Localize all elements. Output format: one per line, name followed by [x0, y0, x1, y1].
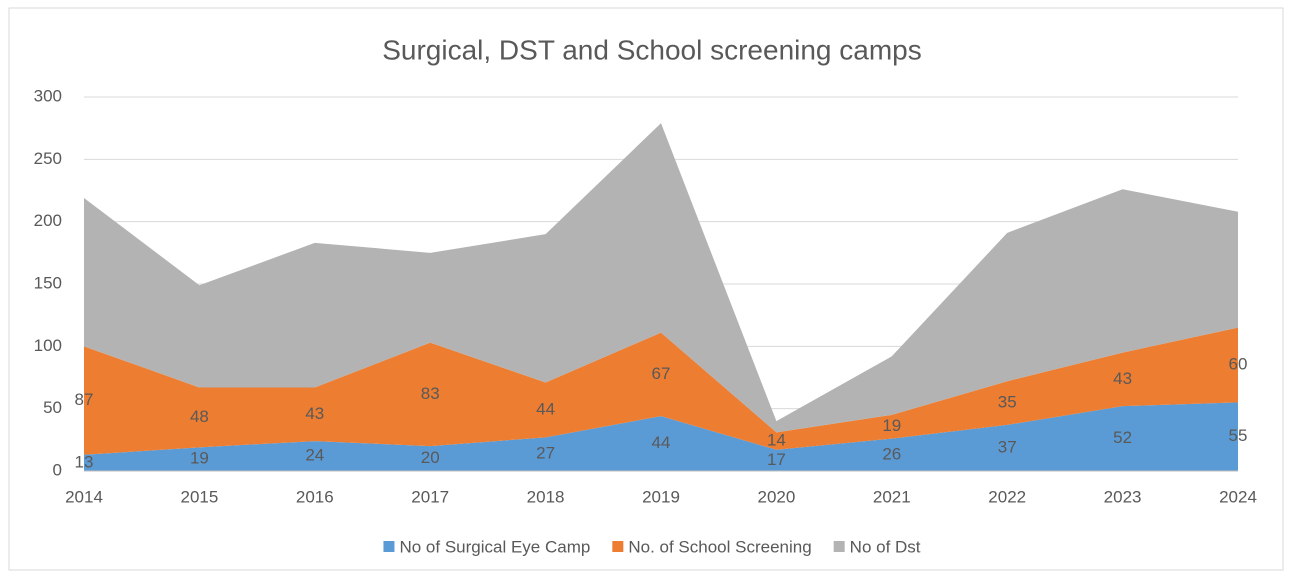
data-label: 43 [1113, 369, 1132, 388]
y-tick-label: 200 [34, 211, 62, 230]
x-tick-label: 2020 [757, 487, 795, 506]
data-label: 13 [75, 452, 94, 471]
area [84, 402, 1238, 471]
area [84, 327, 1238, 455]
x-tick-label: 2019 [642, 487, 680, 506]
y-tick-label: 250 [34, 149, 62, 168]
y-tick-label: 100 [34, 336, 62, 355]
data-label: 44 [652, 433, 671, 452]
data-label: 67 [652, 364, 671, 383]
data-label: 27 [536, 444, 555, 463]
x-tick-label: 2016 [296, 487, 334, 506]
y-tick-label: 0 [53, 460, 62, 479]
data-label: 17 [767, 450, 786, 469]
y-tick-label: 150 [34, 273, 62, 292]
data-label: 26 [882, 444, 901, 463]
legend: No of Surgical Eye Camp No. of School Scr… [383, 537, 921, 556]
data-label: 60 [1229, 355, 1248, 374]
data-label: 19 [190, 449, 209, 468]
x-tick-label: 2017 [411, 487, 449, 506]
data-label: 19 [882, 416, 901, 435]
area [84, 123, 1238, 433]
x-tick-label: 2021 [873, 487, 911, 506]
legend-swatch [612, 541, 624, 552]
data-label: 14 [767, 431, 786, 450]
legend-swatch [383, 541, 395, 552]
legend-label: No of Surgical Eye Camp [399, 537, 590, 556]
data-label: 83 [421, 384, 440, 403]
x-tick-label: 2022 [988, 487, 1026, 506]
y-tick-label: 300 [34, 86, 62, 105]
data-label: 20 [421, 448, 440, 467]
data-label: 43 [305, 404, 324, 423]
legend-label: No. of School Screening [628, 537, 811, 556]
data-label: 48 [190, 407, 209, 426]
x-tick-label: 2023 [1104, 487, 1142, 506]
data-label: 37 [998, 437, 1017, 456]
data-label: 87 [75, 390, 94, 409]
x-tick-label: 2024 [1219, 487, 1257, 506]
x-tick-label: 2018 [527, 487, 565, 506]
legend-label: No of Dst [850, 537, 921, 556]
data-label: 55 [1229, 426, 1248, 445]
legend-swatch [833, 541, 845, 552]
data-label: 24 [305, 446, 324, 465]
data-label: 35 [998, 393, 1017, 412]
chart-title: Surgical, DST and School screening camps [382, 34, 922, 65]
x-tick-label: 2015 [180, 487, 218, 506]
x-tick-label: 2014 [65, 487, 103, 506]
data-label: 52 [1113, 428, 1132, 447]
y-tick-label: 50 [43, 398, 62, 417]
data-label: 44 [536, 399, 555, 418]
